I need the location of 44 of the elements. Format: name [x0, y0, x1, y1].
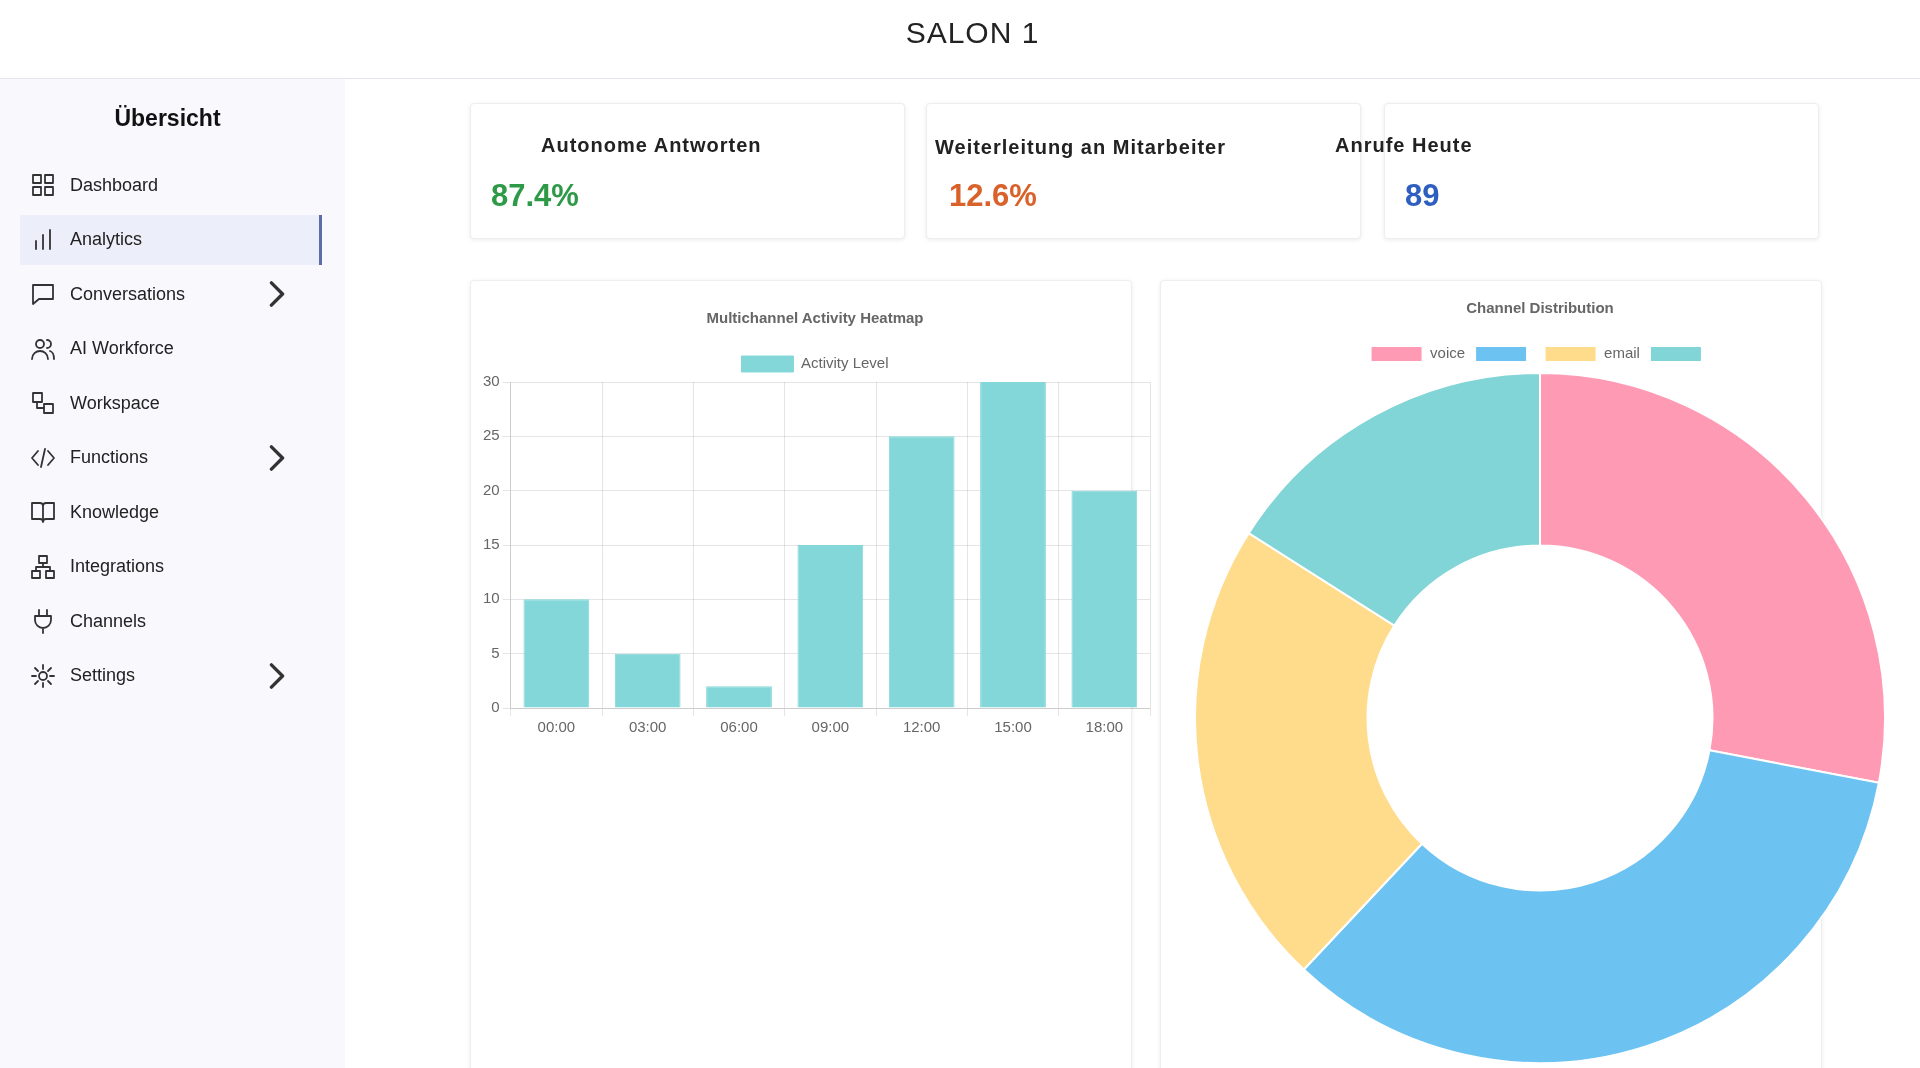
y-tick-label: 15 — [483, 535, 500, 553]
x-tick-label: 12:00 — [902, 718, 941, 736]
chart-title: Multichannel Activity Heatmap — [706, 309, 924, 327]
text: 12.6% — [949, 178, 1037, 214]
text: Analytics — [70, 229, 143, 250]
y-tick-label: 0 — [491, 698, 500, 716]
text: Integrations — [70, 556, 165, 577]
bar — [614, 653, 681, 708]
text: AI Workforce — [70, 338, 174, 359]
text: Anrufe Heute — [1335, 134, 1473, 157]
x-tick-label: 06:00 — [720, 718, 758, 736]
text: 87.4% — [491, 178, 579, 214]
text: Dashboard — [70, 174, 159, 196]
bar — [1071, 490, 1138, 708]
text: Workspace — [70, 392, 160, 414]
x-tick-label: 00:00 — [537, 718, 576, 736]
x-tick-label: 03:00 — [628, 718, 667, 736]
x-tick-label: 18:00 — [1085, 718, 1124, 736]
text: Functions — [70, 447, 149, 468]
text: SALON 1 — [904, 16, 1041, 50]
text: Knowledge — [70, 501, 160, 523]
text: Channels — [70, 610, 147, 632]
text: Weiterleitung an Mitarbeiter — [935, 136, 1227, 159]
bar — [706, 686, 772, 708]
y-tick-label: 30 — [483, 372, 500, 390]
y-tick-label: 10 — [483, 589, 500, 607]
bar — [980, 382, 1046, 708]
text: Autonome Antworten — [541, 134, 762, 157]
text: Settings — [70, 665, 136, 686]
bar — [797, 545, 864, 708]
x-tick-label: 09:00 — [811, 718, 850, 736]
y-tick-label: 20 — [483, 480, 500, 498]
y-tick-label: 25 — [483, 426, 500, 444]
text: Übersicht — [113, 105, 222, 132]
legend-label: Activity Level — [800, 354, 889, 372]
legend-label: voice — [1430, 344, 1466, 362]
legend-label: email — [1604, 344, 1640, 362]
x-tick-label: 15:00 — [994, 718, 1032, 736]
text: 89 — [1405, 178, 1440, 214]
bar — [523, 599, 590, 708]
y-tick-label: 5 — [491, 643, 500, 661]
chart-title: Channel Distribution — [1466, 299, 1614, 317]
bar — [888, 436, 955, 708]
text: Conversations — [70, 283, 186, 305]
